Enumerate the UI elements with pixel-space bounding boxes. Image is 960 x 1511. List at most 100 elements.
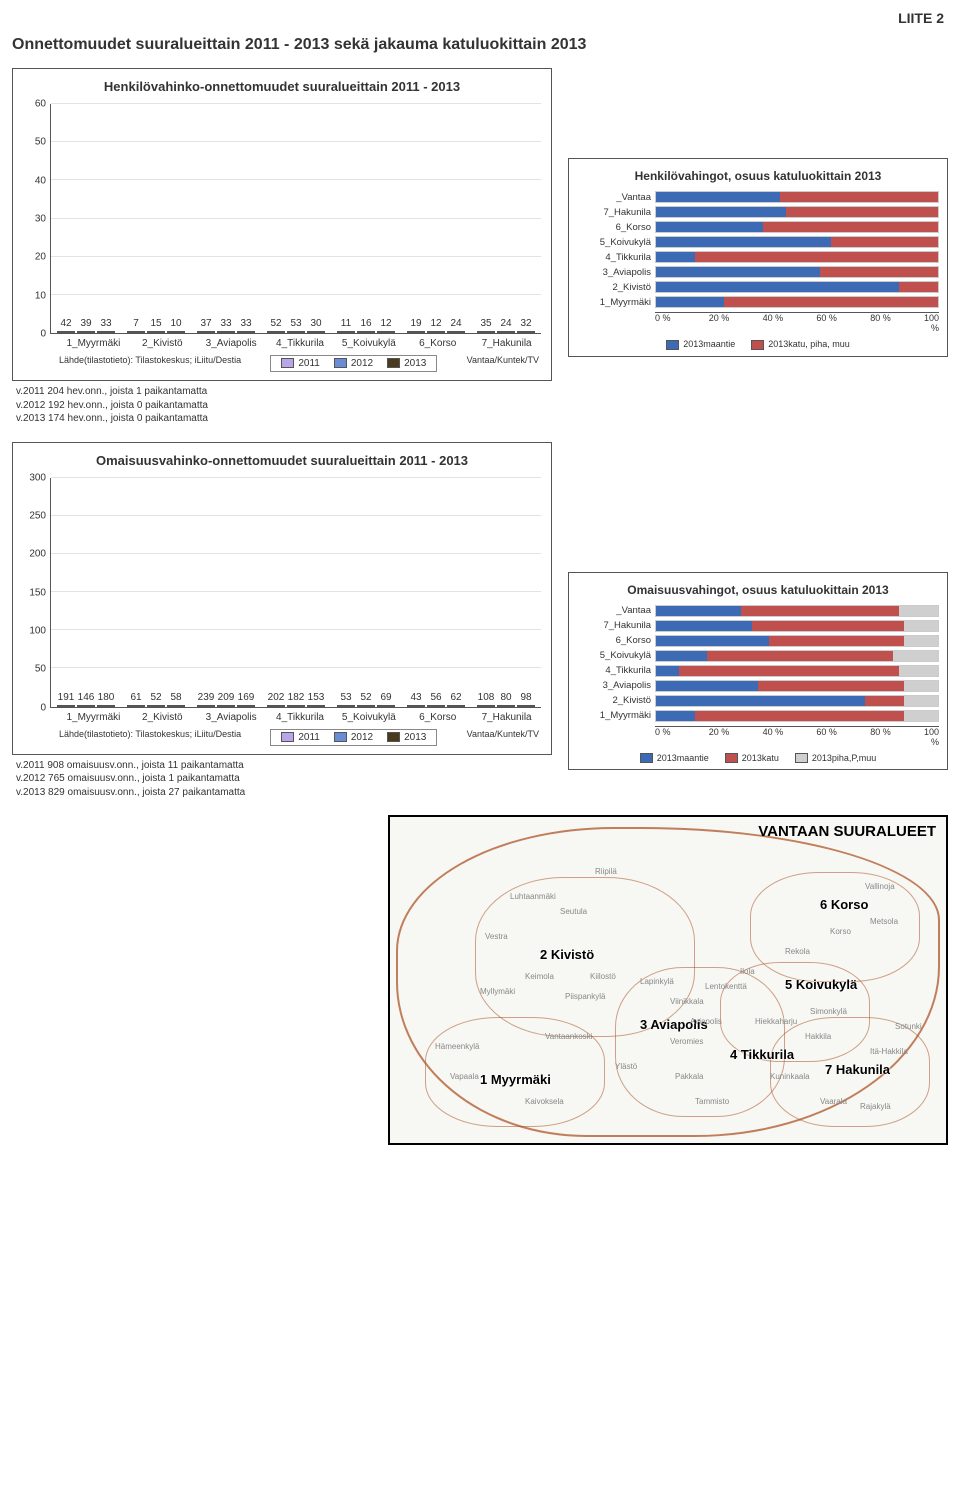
hstack-row-label: 4_Tikkurila: [577, 665, 655, 676]
bar-value: 180: [98, 692, 115, 703]
bar-value: 12: [380, 318, 391, 329]
bar-value: 16: [360, 318, 371, 329]
x-label: 5_Koivukylä: [334, 334, 403, 349]
bar-value: 33: [100, 318, 111, 329]
hstack-xtick: 20 %: [709, 727, 763, 747]
hstack-row: 1_Myyrmäki: [577, 710, 939, 722]
map-district-label: Tammisto: [695, 1097, 729, 1106]
bar: 58: [167, 705, 185, 707]
bar: 24: [447, 331, 465, 333]
bar: 33: [217, 331, 235, 333]
bar: 209: [217, 705, 235, 707]
hstack-track: [655, 251, 939, 263]
chart1-legend: 201120122013: [270, 355, 437, 372]
map-district-label: Aviapolis: [690, 1017, 722, 1026]
bar: 62: [447, 705, 465, 707]
hstack-segment: [752, 621, 904, 631]
bar-value: 239: [198, 692, 215, 703]
legend-item: 2013katu: [725, 753, 779, 764]
bar-value: 98: [520, 692, 531, 703]
hstack-xtick: 40 %: [763, 727, 817, 747]
hstack-row-label: 7_Hakunila: [577, 207, 655, 218]
hstack-segment: [656, 282, 899, 292]
hstack-row-label: 1_Myyrmäki: [577, 710, 655, 721]
hstack-track: [655, 221, 939, 233]
hstack-segment: [763, 222, 938, 232]
hstack1-rows: _Vantaa7_Hakunila6_Korso5_Koivukylä4_Tik…: [577, 191, 939, 308]
bar-value: 69: [380, 692, 391, 703]
bar: 182: [287, 705, 305, 707]
hstack-track: [655, 620, 939, 632]
bar-value: 53: [340, 692, 351, 703]
hstack-track: [655, 680, 939, 692]
chart1-footer: Lähde(tilastotieto): Tilastokeskus; iLii…: [59, 355, 539, 372]
hstack2-frame: Omaisuusvahingot, osuus katuluokittain 2…: [568, 572, 948, 771]
map-district-label: Kaivoksela: [525, 1097, 564, 1106]
bar-group: 525330: [261, 331, 331, 333]
bar: 16: [357, 331, 375, 333]
chart2-frame: Omaisuusvahinko-onnettomuudet suuralueit…: [12, 442, 552, 755]
hstack-row-label: 5_Koivukylä: [577, 237, 655, 248]
bar-value: 209: [218, 692, 235, 703]
hstack-segment: [724, 297, 938, 307]
x-label: 7_Hakunila: [472, 708, 541, 723]
hstack-track: [655, 206, 939, 218]
bar-value: 80: [500, 692, 511, 703]
bar: 19: [407, 331, 425, 333]
map-district-label: Riipilä: [595, 867, 617, 876]
hstack-segment: [656, 606, 741, 616]
hstack-segment: [769, 636, 904, 646]
hstack-segment: [656, 636, 769, 646]
bar-value: 52: [270, 318, 281, 329]
x-label: 2_Kivistö: [128, 334, 197, 349]
legend-item: 2013piha,P,muu: [795, 753, 876, 764]
note-line: v.2013 829 omaisuusv.onn., joista 27 pai…: [16, 786, 948, 800]
hstack-segment: [904, 621, 938, 631]
bar-value: 146: [78, 692, 95, 703]
chart2-source-left: Lähde(tilastotieto): Tilastokeskus; iLii…: [59, 729, 241, 746]
hstack-xtick: 100 %: [924, 727, 939, 747]
bar: 52: [267, 331, 285, 333]
bar: 7: [127, 331, 145, 333]
hstack-row-label: 2_Kivistö: [577, 695, 655, 706]
section-2: Omaisuusvahinko-onnettomuudet suuralueit…: [12, 442, 948, 755]
section-1: Henkilövahinko-onnettomuudet suuralueitt…: [12, 68, 948, 381]
x-label: 1_Myyrmäki: [59, 708, 128, 723]
hstack-row: 4_Tikkurila: [577, 665, 939, 677]
x-label: 6_Korso: [403, 708, 472, 723]
bar: 191: [57, 705, 75, 707]
bar-group: 202182153: [261, 705, 331, 707]
hstack-row-label: 7_Hakunila: [577, 620, 655, 631]
bar-group: 71510: [121, 331, 191, 333]
bar: 56: [427, 705, 445, 707]
bar-group: 239209169: [191, 705, 261, 707]
bar-value: 61: [130, 692, 141, 703]
bar-group: 111612: [331, 331, 401, 333]
hstack-row-label: 3_Aviapolis: [577, 267, 655, 278]
bar-value: 35: [480, 318, 491, 329]
hstack-row-label: 3_Aviapolis: [577, 680, 655, 691]
bar-group: 1088098: [471, 705, 541, 707]
hstack-track: [655, 650, 939, 662]
bar: 146: [77, 705, 95, 707]
hstack-row-label: 5_Koivukylä: [577, 650, 655, 661]
hstack2-rows: _Vantaa7_Hakunila6_Korso5_Koivukylä4_Tik…: [577, 605, 939, 722]
hstack1-legend: 2013maantie2013katu, piha, muu: [577, 339, 939, 350]
hstack-row: 1_Myyrmäki: [577, 296, 939, 308]
map-district-label: Kiilostö: [590, 972, 616, 981]
bar-value: 33: [240, 318, 251, 329]
bar: 33: [237, 331, 255, 333]
legend-item: 2013katu, piha, muu: [751, 339, 850, 350]
hstack-segment: [904, 681, 938, 691]
map-region-label: 2 Kivistö: [540, 947, 594, 962]
bar-value: 11: [341, 318, 351, 329]
chart2-title: Omaisuusvahinko-onnettomuudet suuralueit…: [23, 453, 541, 468]
bar-group: 352432: [471, 331, 541, 333]
x-label: 1_Myyrmäki: [59, 334, 128, 349]
legend-item: 2013: [387, 358, 426, 369]
hstack-segment: [865, 696, 904, 706]
bar: 153: [307, 705, 325, 707]
hstack2-xaxis: 0 %20 %40 %60 %80 %100 %: [655, 726, 939, 747]
map-district-label: Seutula: [560, 907, 587, 916]
bar: 61: [127, 705, 145, 707]
